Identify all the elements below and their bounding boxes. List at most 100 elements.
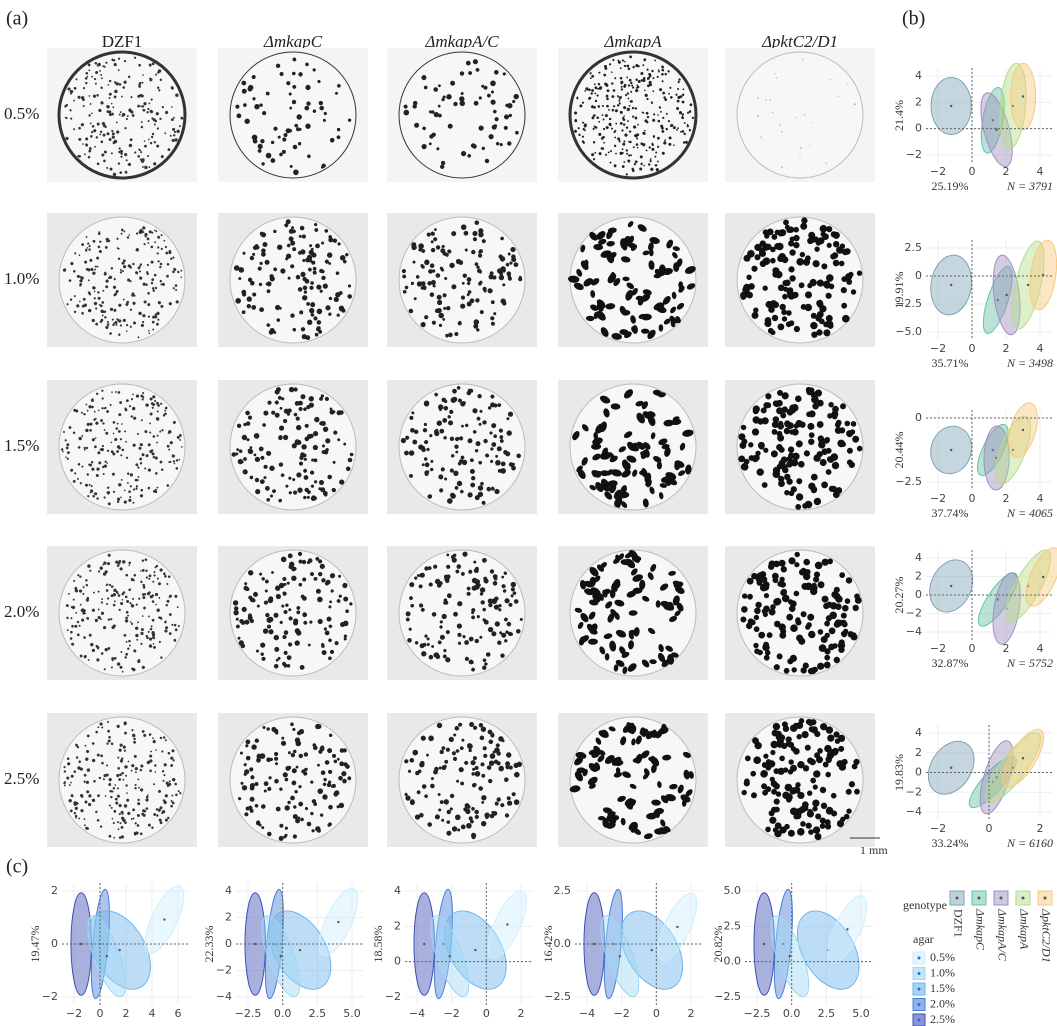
y-tick-label: 4 [915,69,922,82]
legend-dot [978,897,981,900]
y-tick-label: 2.5 [724,919,742,932]
colony-image [725,213,875,347]
y-tick-label: −4 [216,990,232,1003]
legend-label: 0.5% [930,950,955,964]
x-tick-label: 2 [123,1007,130,1020]
colony-image [47,546,197,680]
row-label: 2.5% [4,769,39,788]
centroid [423,943,425,945]
colony-image [558,380,708,514]
centroid [651,949,653,951]
x-tick-label: 4 [1037,492,1044,505]
colony-image [387,380,537,514]
y-tick-label: 4 [915,551,922,564]
centroid [950,105,952,107]
y-tick-label: 0.0 [554,937,572,950]
y-tick-label: −2 [216,964,232,977]
colony [102,564,104,566]
y-tick-label: 4 [915,726,922,739]
x-tick-label: 0 [97,1007,104,1020]
colony [92,319,95,322]
colony [657,461,662,469]
y-tick-label: 2.5 [905,241,923,254]
legend-title: genotype [903,898,947,912]
x-tick-label: −2 [66,1007,82,1020]
x-tick-label: 0 [969,492,976,505]
colony-image [558,213,708,347]
colony [481,762,485,766]
y-tick-label: −5.0 [895,325,922,338]
x-axis-label: 25.19% [932,179,969,193]
x-tick-label: 0 [653,1007,660,1020]
colony [628,154,630,156]
centroid [474,949,476,951]
centroid [163,918,165,920]
y-tick-label: −2 [906,607,922,620]
x-tick-label: 2 [1037,822,1044,835]
sample-size: N = 6160 [1006,836,1053,850]
centroid [950,767,952,769]
y-axis-label: 20.82% [711,926,725,963]
y-tick-label: 2 [915,570,922,583]
colony-image [558,546,708,680]
centroid [1005,294,1007,296]
y-axis-label: 19.91% [892,272,906,309]
x-tick-label: −2 [930,165,946,178]
colony-image [47,213,197,347]
y-tick-label: 5.0 [724,884,742,897]
centroid [950,585,952,587]
x-tick-label: −2.5 [744,1007,771,1020]
x-tick-label: 4 [1037,342,1044,355]
x-axis-label: 32.87% [932,656,969,670]
colony [659,324,664,331]
x-tick-label: −4 [409,1007,425,1020]
y-axis-label: 18.58% [371,926,385,963]
colony-image [725,380,875,514]
y-tick-label: 0 [394,955,401,968]
x-tick-label: 5.0 [852,1007,870,1020]
plate-area [230,52,356,178]
legend-label: 2.0% [930,996,955,1010]
colony [515,131,519,135]
colony [327,617,332,622]
figure: (a) (b) (c) 1 mm genotype agar DZF1Δmkap… [0,0,1057,1026]
y-tick-label: 0 [915,269,922,282]
y-tick-label: −2 [906,785,922,798]
plate-area [59,717,185,843]
x-tick-label: −2 [930,492,946,505]
centroid [280,955,282,957]
panel-label: (c) [6,856,28,878]
y-axis-label: 22.33% [202,926,216,963]
sample-size: N = 5752 [1006,656,1053,670]
colony-image [725,713,875,847]
row-label: 1.5% [4,436,39,455]
x-tick-label: 2 [1003,492,1010,505]
plate-area [399,217,525,343]
y-tick-label: −2 [906,148,922,161]
legend-label: ΔpktC2/D1 [1039,908,1053,963]
sample-size: N = 3498 [1006,356,1053,370]
plate-area [230,717,356,843]
x-axis-label: 37.74% [932,506,969,520]
colony-image [218,713,368,847]
colony [453,554,456,557]
x-tick-label: 2 [688,1007,695,1020]
legend-dot [1000,897,1003,900]
centroid [106,955,108,957]
x-tick-label: −4 [579,1007,595,1020]
legend-label: 1.5% [930,981,955,995]
sample-size: N = 4065 [1006,506,1053,520]
legend-label: ΔmkapA [1017,908,1031,950]
plate-area [399,550,525,676]
y-axis-label: 20.44% [892,432,906,469]
y-tick-label: 0 [915,766,922,779]
x-tick-label: 4 [149,1007,156,1020]
x-tick-label: 2.5 [818,1007,836,1020]
colony-image [387,213,537,347]
y-axis-label: 19.47% [28,926,42,963]
y-tick-label: 0 [915,411,922,424]
colony [75,410,78,413]
x-tick-label: 6 [175,1007,182,1020]
legend-label: 2.5% [930,1012,955,1026]
y-tick-label: −2.5 [714,990,741,1003]
